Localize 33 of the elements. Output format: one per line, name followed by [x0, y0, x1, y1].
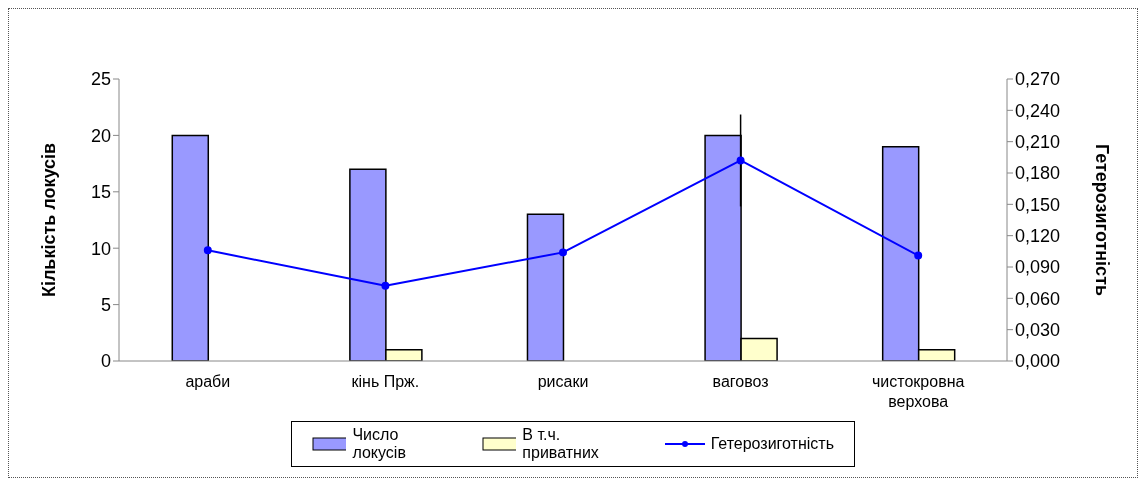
y2-tick-label: 0,240: [1015, 100, 1061, 121]
y2-tick-label: 0,060: [1015, 288, 1061, 309]
x-tick-label: рисаки: [537, 373, 589, 390]
y2-axis-title: Гетерозиготність: [1091, 143, 1112, 297]
y-tick-label: 20: [90, 125, 111, 146]
x-tick-label: кінь Прж.: [351, 373, 420, 390]
point: [736, 156, 745, 165]
bar: [526, 213, 565, 361]
y2-tick-label: 0,210: [1015, 132, 1061, 153]
y2-tick-label: 0,180: [1015, 163, 1061, 184]
y-tick-label: 10: [90, 238, 111, 259]
y2-tick-label: 0,030: [1015, 320, 1061, 341]
y2-tick-label: 0,090: [1015, 257, 1061, 278]
x-tick-label: чистокровна верхова: [872, 373, 965, 410]
y-tick-label: 5: [100, 294, 111, 315]
y2-tick-label: 0,150: [1015, 194, 1061, 215]
point: [914, 251, 923, 260]
x-tick-label: ваговоз: [712, 373, 769, 390]
legend-label: Гетерозиготність: [709, 435, 834, 453]
legend-label: Число локусів: [351, 426, 407, 462]
y-tick-label: 25: [90, 69, 111, 90]
bar: [171, 134, 210, 361]
y-tick-label: 0: [100, 351, 111, 372]
y2-tick-label: 0,000: [1015, 351, 1061, 372]
y-axis-title: Кількість локусів: [39, 142, 60, 298]
point: [559, 248, 567, 257]
point: [381, 281, 390, 290]
y-tick-label: 15: [90, 182, 111, 203]
legend-label: В т.ч. приватних: [521, 426, 600, 462]
y2-tick-label: 0,270: [1015, 69, 1061, 90]
x-tick-label: араби: [185, 373, 231, 390]
y2-tick-label: 0,120: [1015, 226, 1061, 247]
point: [203, 246, 212, 255]
